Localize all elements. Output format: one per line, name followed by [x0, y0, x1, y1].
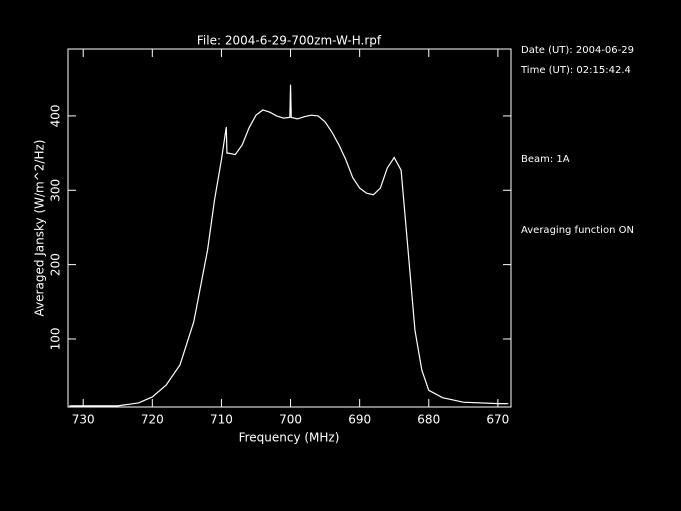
- info-text: Beam: 1A: [521, 154, 570, 165]
- chart-title: File: 2004-6-29-700zm-W-H.rpf: [197, 34, 382, 48]
- y-axis-label: Averaged Jansky (W/m^2/Hz): [33, 140, 47, 317]
- x-axis-label: Frequency (MHz): [239, 431, 340, 445]
- info-text: Time (UT): 02:15:42.4: [520, 65, 631, 76]
- y-tick-label: 100: [49, 328, 63, 351]
- x-tick-label: 710: [210, 413, 233, 427]
- info-text: Date (UT): 2004-06-29: [521, 45, 634, 56]
- x-tick-label: 730: [72, 413, 95, 427]
- spectrum-line: [69, 84, 509, 407]
- x-tick-label: 680: [417, 413, 440, 427]
- x-tick-label: 700: [279, 413, 302, 427]
- x-tick-label: 690: [348, 413, 371, 427]
- y-tick-label: 400: [49, 104, 63, 127]
- x-tick-label: 670: [486, 413, 509, 427]
- plot-frame: [67, 48, 512, 408]
- info-text: Averaging function ON: [521, 225, 634, 236]
- x-tick-label: 720: [141, 413, 164, 427]
- y-tick-label: 200: [49, 253, 63, 276]
- y-tick-label: 300: [49, 179, 63, 202]
